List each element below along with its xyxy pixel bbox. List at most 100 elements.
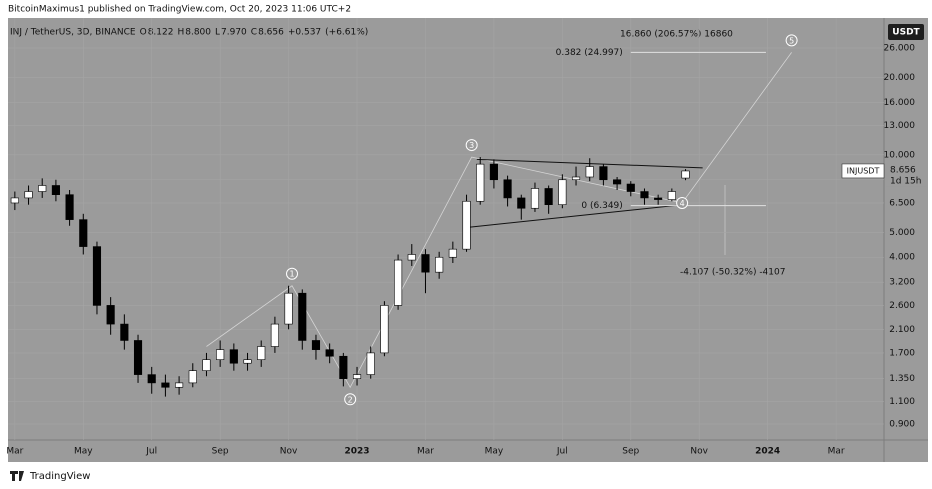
published: BitcoinMaximus1 published on TradingView… <box>8 5 351 15</box>
legend-o-label: O <box>140 28 147 38</box>
candle-body <box>229 349 238 364</box>
candle-body <box>544 188 553 206</box>
candle-body <box>188 370 197 384</box>
wave-circle <box>465 139 478 152</box>
candle-body <box>517 197 526 209</box>
candle-body <box>79 219 88 247</box>
candle-body <box>216 349 225 360</box>
x-tick-label: Mar <box>6 447 23 457</box>
wave-label: 2 <box>348 395 353 404</box>
x-tick-label: May <box>485 447 504 457</box>
x-tick-label: Jul <box>556 447 568 457</box>
x-tick-label: Mar <box>828 447 845 457</box>
candle-body <box>681 170 690 179</box>
candle-body <box>284 292 293 325</box>
currency: USDT <box>892 28 920 38</box>
candle-body <box>311 340 321 350</box>
candle-body <box>407 254 416 261</box>
wave-circle <box>344 393 357 406</box>
legend: INJ / TetherUS, 3D, BINANCE O 8.122 H 8.800 L… <box>10 28 368 38</box>
candle-body <box>352 374 362 379</box>
legend-c-label: C <box>251 28 257 38</box>
y-tick-label: 5.000 <box>889 228 915 238</box>
y-tick-label: 16.000 <box>884 98 916 108</box>
candle-body <box>421 254 430 273</box>
candle-body <box>599 166 608 181</box>
candle-body <box>489 163 498 181</box>
y-tick-label: 6.500 <box>889 198 915 208</box>
wave-label: 4 <box>680 199 685 208</box>
legend-l-label: L <box>215 28 220 38</box>
y-tick-label: 4.000 <box>889 253 915 263</box>
legend-open: 8.122 <box>148 28 174 38</box>
y-tick-label: 26.000 <box>884 43 916 53</box>
candle-body <box>667 191 676 200</box>
x-tick-label: 2024 <box>755 447 780 457</box>
fib-label: 0.382 (24.997) <box>556 48 623 58</box>
candle-body <box>435 256 444 273</box>
candle-body <box>380 305 389 354</box>
candle-body <box>161 382 170 388</box>
fib-label: 0 (6.349) <box>581 201 622 211</box>
y-tick-label: 3.200 <box>889 278 915 288</box>
candle-body <box>503 179 512 199</box>
currency-box <box>888 24 924 40</box>
candle-body <box>65 194 74 220</box>
candle-body <box>10 197 19 204</box>
measure-down: -4.107 (-50.32%) -4107 <box>680 268 785 278</box>
candle-body <box>270 323 279 347</box>
y-tick-label: 2.100 <box>889 325 915 335</box>
candle-body <box>92 246 102 306</box>
candle-body <box>257 346 266 360</box>
candle-body <box>366 352 375 375</box>
candle-body <box>530 188 540 209</box>
x-tick-label: 2023 <box>345 447 370 457</box>
y-tick-label: 1.100 <box>889 397 915 407</box>
wave-path <box>206 52 792 389</box>
y-tick-label: 13.000 <box>884 121 916 131</box>
candle-body <box>613 179 622 185</box>
x-tick-label: Nov <box>690 447 708 457</box>
y-tick-label: 0.900 <box>889 420 915 430</box>
x-tick-label: Mar <box>417 447 434 457</box>
triangle-line <box>463 204 683 229</box>
brand-logo <box>10 471 24 481</box>
candle-body <box>325 349 334 357</box>
candle-body <box>38 185 47 192</box>
brand: TradingView <box>29 471 90 482</box>
y-tick-label: 10.000 <box>884 150 916 160</box>
wave-label: 3 <box>469 141 474 150</box>
candle-body <box>476 163 485 202</box>
candle-body <box>462 200 471 250</box>
legend-change-pct: (+6.61%) <box>325 28 368 38</box>
wave-label: 5 <box>789 36 794 45</box>
candle-body <box>626 183 635 192</box>
price-box <box>886 162 926 187</box>
x-tick-label: Sep <box>622 447 639 457</box>
candle-body <box>106 305 115 325</box>
candle-body <box>24 191 33 199</box>
legend-symbol: INJ / TetherUS, 3D, BINANCE <box>10 28 136 38</box>
candle-body <box>298 292 307 341</box>
candle-body <box>175 382 184 388</box>
candle-body <box>394 259 403 306</box>
countdown: 1d 15h <box>890 176 921 186</box>
x-tick-label: May <box>74 447 93 457</box>
candle-body <box>339 355 348 379</box>
candle-body <box>654 197 663 200</box>
candle-body <box>640 191 649 199</box>
y-tick-label: 1.700 <box>889 348 915 358</box>
candle-body <box>243 359 252 364</box>
legend-high: 8.800 <box>185 28 211 38</box>
y-tick-label: 1.350 <box>889 374 915 384</box>
measure-up: 16.860 (206.57%) 16860 <box>620 30 733 40</box>
candle-body <box>448 248 457 258</box>
ticker: INJUSDT <box>847 166 880 175</box>
y-tick-label: 20.000 <box>884 73 916 83</box>
candle-body <box>558 179 567 206</box>
x-tick-label: Sep <box>212 447 229 457</box>
candle-body <box>202 359 211 371</box>
x-tick-label: Jul <box>145 447 157 457</box>
